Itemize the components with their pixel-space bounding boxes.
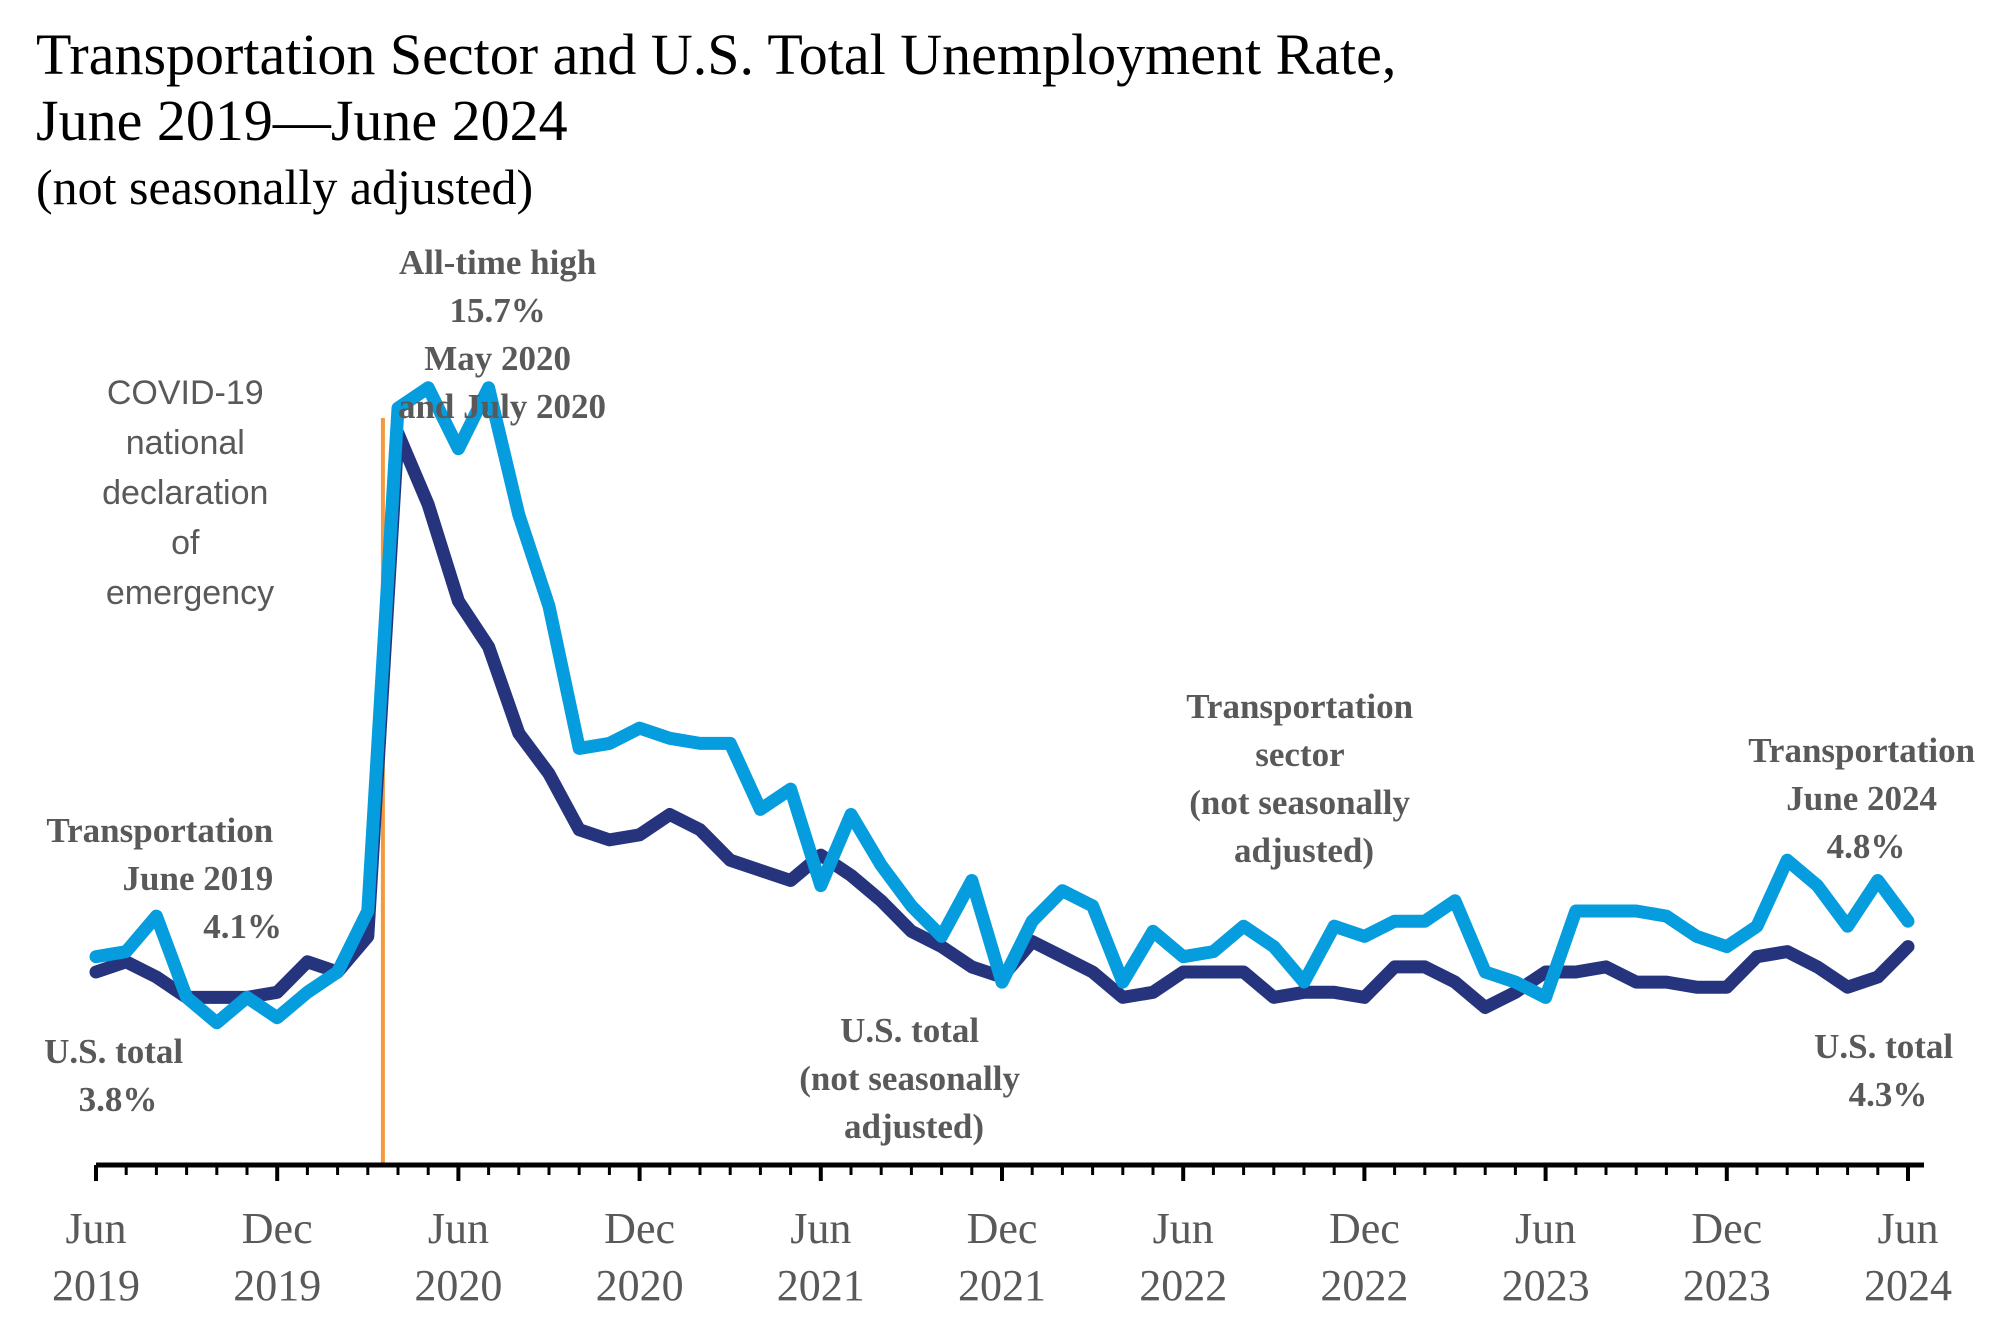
peak-annotation: All-time high 15.7% May 2020 and July 20… (398, 243, 606, 426)
chart-title: Transportation Sector and U.S. Total Une… (36, 22, 1396, 87)
covid-label: COVID-19 national declaration of emergen… (102, 374, 278, 612)
transportation-end-annotation: Transportation June 2024 4.8% (1748, 731, 1984, 866)
x-tick-label: Jun 2020 (414, 1204, 502, 1310)
chart-subtitle: (not seasonally adjusted) (36, 159, 533, 215)
x-tick-label: Jun 2022 (1139, 1204, 1227, 1310)
x-axis-tick-labels: Jun 2019 Dec 2019 Jun 2020 Dec 2020 Jun 2021 Dec 20… (52, 1204, 1952, 1310)
x-tick-label: Dec 2021 (958, 1204, 1046, 1310)
chart-title-line2: June 2019—June 2024 (36, 88, 568, 153)
x-tick-label: Jun 2023 (1502, 1204, 1590, 1310)
us-total-start-annotation: U.S. total 3.8% (44, 1032, 192, 1119)
transportation-mid-annotation: Transportation sector (not seasonally ad… (1186, 687, 1422, 870)
series-line-transportation (89, 381, 1915, 1030)
x-axis-minor-ticks (94, 1165, 1910, 1181)
x-tick-label: Dec 2020 (596, 1204, 684, 1310)
x-tick-label: Dec 2022 (1320, 1204, 1408, 1310)
us-total-mid-annotation: U.S. total (not seasonally adjusted) (799, 1011, 1028, 1146)
x-tick-label: Jun 2021 (777, 1204, 865, 1310)
transportation-start-annotation: Transportation June 2019 4.1% (46, 811, 282, 946)
series-layer (89, 381, 1915, 1030)
x-tick-label: Jun 2024 (1864, 1204, 1952, 1310)
x-tick-label: Jun 2019 (52, 1204, 140, 1310)
us-total-end-annotation: U.S. total 4.3% (1814, 1027, 1962, 1114)
x-tick-label: Dec 2023 (1683, 1204, 1771, 1310)
x-tick-label: Dec 2019 (233, 1204, 321, 1310)
